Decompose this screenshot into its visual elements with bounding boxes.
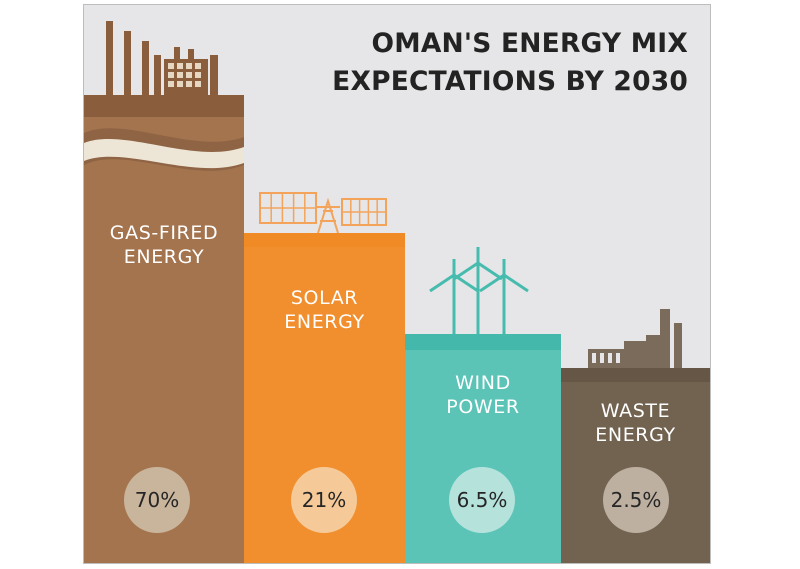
value-label-solar: 21%	[301, 488, 347, 512]
gas-chimney-4	[154, 55, 161, 95]
value-circle-wind	[449, 467, 515, 533]
bar-label-wind: WIND POWER	[405, 371, 561, 419]
gas-plant-tank	[210, 55, 218, 95]
gas-plant-window	[186, 72, 192, 78]
wind-turbine-blade	[479, 273, 505, 293]
waste-tower-2	[674, 323, 682, 368]
value-label-waste: 2.5%	[610, 488, 662, 512]
bar-label-solar: SOLAR ENERGY	[244, 286, 405, 334]
bar-top-wind	[405, 334, 561, 350]
gas-plant-window	[195, 81, 201, 87]
gas-chimney-3	[142, 41, 149, 95]
bar-waste	[561, 368, 710, 563]
bar-top-waste	[561, 368, 710, 382]
gas-chimney-2	[124, 31, 131, 95]
value-circle-solar	[291, 467, 357, 533]
value-circle-waste	[603, 467, 669, 533]
waste-building-1	[588, 349, 624, 368]
gas-plant-window	[186, 81, 192, 87]
value-circle-gas	[124, 467, 190, 533]
bar-label-wind-line-1: WIND	[455, 372, 511, 394]
value-label-wind: 6.5%	[456, 488, 508, 512]
bar-label-solar-line-1: SOLAR	[290, 287, 359, 309]
bar-label-gas: GAS-FIRED ENERGY	[84, 221, 244, 269]
bar-label-wind-line-2: POWER	[446, 396, 520, 418]
wind-turbine-blade	[429, 273, 455, 293]
bar-label-waste: WASTE ENERGY	[561, 399, 710, 447]
gas-plant-window	[186, 63, 192, 69]
bar-top-solar	[244, 233, 405, 247]
solar-pylon	[316, 197, 340, 234]
waste-building-3	[646, 335, 660, 368]
gas-plant-window	[195, 63, 201, 69]
value-label-gas: 70%	[134, 488, 180, 512]
waste-building-2	[624, 341, 646, 368]
chart-title-line-2: EXPECTATIONS BY 2030	[332, 66, 688, 97]
gas-plant-vent-1	[174, 47, 180, 59]
gas-chimney-1	[106, 21, 113, 95]
gas-plant-vent-2	[188, 49, 194, 59]
bars-layer	[84, 95, 710, 563]
gas-plant-window	[195, 72, 201, 78]
bar-label-solar-line-2: ENERGY	[284, 311, 365, 333]
gas-pipe-wave	[84, 138, 244, 169]
wind-turbine-blade	[477, 261, 503, 281]
chart-title-line-1: OMAN'S ENERGY MIX	[371, 28, 688, 59]
waste-building-window	[600, 353, 604, 363]
gas-plant-window	[177, 72, 183, 78]
wind-turbine-blade	[503, 273, 529, 293]
waste-tower-1	[660, 309, 670, 368]
bar-label-waste-line-1: WASTE	[600, 400, 671, 422]
gas-plant-window	[177, 81, 183, 87]
bar-label-gas-line-1: GAS-FIRED	[109, 222, 219, 244]
chart-canvas	[84, 21, 710, 563]
gas-plant-window	[168, 72, 174, 78]
decor-layer	[106, 21, 682, 368]
bar-label-gas-line-2: ENERGY	[123, 246, 205, 268]
gas-plant-window	[177, 63, 183, 69]
infographic-frame: OMAN'S ENERGY MIX EXPECTATIONS BY 2030 G…	[83, 4, 711, 564]
gas-plant-window	[168, 81, 174, 87]
waste-building-window	[616, 353, 620, 363]
waste-building-window	[608, 353, 612, 363]
bar-label-waste-line-2: ENERGY	[595, 424, 676, 446]
wind-turbine-blade	[453, 261, 479, 281]
gas-plant-window	[168, 63, 174, 69]
gas-bar-top-band	[84, 95, 244, 117]
waste-building-window	[592, 353, 596, 363]
